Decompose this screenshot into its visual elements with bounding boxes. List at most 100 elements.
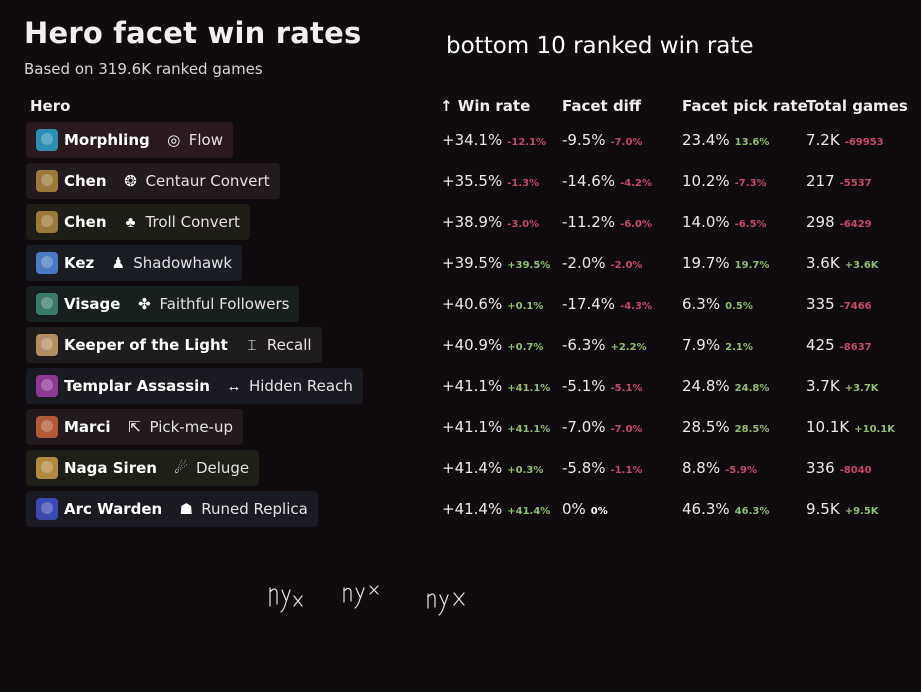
- hero-name: Visage: [64, 295, 121, 313]
- facet-pick-rate-delta: -6.5%: [734, 219, 767, 230]
- win-rate-cell: +40.9% +0.7%: [442, 336, 543, 354]
- visage-icon: [36, 293, 58, 315]
- win-rate-value: +41.4%: [442, 459, 503, 477]
- total-games-cell: 217 -5537: [806, 172, 872, 190]
- facet-name: Shadowhawk: [133, 254, 233, 272]
- facet-pick-rate-delta: 28.5%: [734, 424, 770, 435]
- facet-diff-cell: 0% 0%: [562, 500, 608, 518]
- total-games-cell: 336 -8040: [806, 459, 872, 477]
- win-rate-cell: +41.4% +41.4%: [442, 500, 550, 518]
- templar-assassin-icon: [36, 375, 58, 397]
- facet-pick-rate-cell: 24.8% 24.8%: [682, 377, 769, 395]
- facet-diff-delta: -4.2%: [620, 178, 652, 189]
- page-subtitle: Based on 319.6K ranked games: [24, 60, 263, 78]
- win-rate-delta: +41.4%: [507, 506, 551, 517]
- facet-pick-rate-delta: 13.6%: [734, 137, 770, 148]
- total-games-cell: 335 -7466: [806, 295, 872, 313]
- hero-facet-pill[interactable]: Chen ❂ Centaur Convert: [26, 163, 280, 199]
- total-games-cell: 7.2K -69953: [806, 131, 884, 149]
- facet-pick-rate-value: 23.4%: [682, 131, 730, 149]
- table-row[interactable]: Chen ♣ Troll Convert +38.9% -3.0% -11.2% -6.0%…: [0, 204, 921, 242]
- table-row[interactable]: Morphling ◎ Flow +34.1% -12.1% -9.5% -7.0% 23.4…: [0, 122, 921, 160]
- column-header-hero[interactable]: Hero: [30, 97, 71, 115]
- column-header-facet-pick-rate[interactable]: Facet pick rate: [682, 97, 808, 115]
- facet-diff-delta: -2.0%: [610, 260, 643, 271]
- hero-facet-pill[interactable]: Templar Assassin ↔ Hidden Reach: [26, 368, 363, 404]
- chen-icon: [36, 170, 58, 192]
- win-rate-cell: +40.6% +0.1%: [442, 295, 543, 313]
- facet-diff-cell: -11.2% -6.0%: [562, 213, 652, 231]
- facet-diff-cell: -6.3% +2.2%: [562, 336, 647, 354]
- win-rate-value: +38.9%: [442, 213, 503, 231]
- morphling-icon: [36, 129, 58, 151]
- facet-pick-rate-value: 8.8%: [682, 459, 721, 477]
- column-header-facet-diff[interactable]: Facet diff: [562, 97, 641, 115]
- facet-diff-cell: -5.1% -5.1%: [562, 377, 642, 395]
- annotation-text: bottom 10 ranked win rate: [446, 33, 754, 59]
- facet-diff-cell: -17.4% -4.3%: [562, 295, 652, 313]
- facet-pick-rate-delta: 2.1%: [725, 342, 753, 353]
- kez-icon: [36, 252, 58, 274]
- facet-name: Flow: [188, 131, 223, 149]
- table-row[interactable]: Kez ♟ Shadowhawk +39.5% +39.5% -2.0% -2.0% 19.7…: [0, 245, 921, 283]
- table-row[interactable]: Arc Warden ☗ Runed Replica +41.4% +41.4% 0% 0%…: [0, 491, 921, 529]
- hidden-reach-icon: ↔: [226, 377, 242, 395]
- table-row[interactable]: Chen ❂ Centaur Convert +35.5% -1.3% -14.6% -4.…: [0, 163, 921, 201]
- facet-pick-rate-cell: 46.3% 46.3%: [682, 500, 769, 518]
- facet-diff-delta: -5.1%: [610, 383, 643, 394]
- total-games-delta: +10.1K: [854, 424, 896, 435]
- centaur-convert-icon: ❂: [124, 173, 137, 190]
- total-games-delta: -8637: [839, 342, 872, 353]
- hero-facet-pill[interactable]: Kez ♟ Shadowhawk: [26, 245, 243, 281]
- facet-diff-delta: -7.0%: [610, 424, 643, 435]
- facet-diff-delta: -1.1%: [610, 465, 643, 476]
- facet-diff-cell: -9.5% -7.0%: [562, 131, 642, 149]
- shadowhawk-icon: ♟: [111, 255, 125, 272]
- table-row[interactable]: Templar Assassin ↔ Hidden Reach +41.1% +41.1…: [0, 368, 921, 406]
- hero-facet-pill[interactable]: Keeper of the Light ⌶ Recall: [26, 327, 322, 363]
- hero-name: Chen: [64, 213, 107, 231]
- table-row[interactable]: Keeper of the Light ⌶ Recall +40.9% +0.7% -6.…: [0, 327, 921, 365]
- column-header-win-rate[interactable]: ↑ Win rate: [440, 97, 531, 115]
- hero-facet-pill[interactable]: Morphling ◎ Flow: [26, 122, 233, 158]
- facet-pick-rate-value: 10.2%: [682, 172, 730, 190]
- table-row[interactable]: Naga Siren ☄ Deluge +41.4% +0.3% -5.8% -1.1% 8.…: [0, 450, 921, 488]
- facet-diff-value: -17.4%: [562, 295, 616, 313]
- recall-icon: ⌶: [247, 336, 257, 354]
- facet-diff-delta: +2.2%: [610, 342, 647, 353]
- hero-facet-pill[interactable]: Naga Siren ☄ Deluge: [26, 450, 260, 486]
- total-games-delta: +9.5K: [844, 506, 879, 517]
- facet-pick-rate-cell: 23.4% 13.6%: [682, 131, 769, 149]
- facet-diff-cell: -14.6% -4.2%: [562, 172, 652, 190]
- facet-diff-value: 0%: [562, 500, 586, 518]
- facet-name: Faithful Followers: [159, 295, 290, 313]
- deluge-icon: ☄: [174, 460, 188, 477]
- hero-facet-pill[interactable]: Visage ✤ Faithful Followers: [26, 286, 300, 322]
- total-games-value: 217: [806, 172, 835, 190]
- total-games-value: 10.1K: [806, 418, 850, 436]
- facet-pick-rate-value: 6.3%: [682, 295, 721, 313]
- hero-facet-pill[interactable]: Marci ⇱ Pick-me-up: [26, 409, 243, 445]
- hero-name: Morphling: [64, 131, 150, 149]
- facet-name: Pick-me-up: [149, 418, 233, 436]
- win-rate-value: +39.5%: [442, 254, 503, 272]
- facet-pick-rate-cell: 19.7% 19.7%: [682, 254, 769, 272]
- total-games-delta: +3.7K: [844, 383, 879, 394]
- table-row[interactable]: Marci ⇱ Pick-me-up +41.1% +41.1% -7.0% -7.0% 28…: [0, 409, 921, 447]
- facet-pick-rate-cell: 10.2% -7.3%: [682, 172, 767, 190]
- table-row[interactable]: Visage ✤ Faithful Followers +40.6% +0.1% -17.…: [0, 286, 921, 324]
- hero-facet-pill[interactable]: Arc Warden ☗ Runed Replica: [26, 491, 318, 527]
- facet-name: Centaur Convert: [145, 172, 270, 190]
- hero-name: Templar Assassin: [64, 377, 210, 395]
- total-games-value: 425: [806, 336, 835, 354]
- win-rate-delta: -1.3%: [507, 178, 540, 189]
- troll-convert-icon: ♣: [125, 213, 136, 231]
- keeper-of-the-light-icon: [36, 334, 58, 356]
- column-header-total-games[interactable]: Total games: [806, 97, 908, 115]
- facet-pick-rate-cell: 6.3% 0.5%: [682, 295, 753, 313]
- hero-facet-pill[interactable]: Chen ♣ Troll Convert: [26, 204, 250, 240]
- flow-icon: ◎: [167, 132, 181, 149]
- win-rate-cell: +35.5% -1.3%: [442, 172, 539, 190]
- arc-warden-icon: [36, 498, 58, 520]
- facet-pick-rate-value: 14.0%: [682, 213, 730, 231]
